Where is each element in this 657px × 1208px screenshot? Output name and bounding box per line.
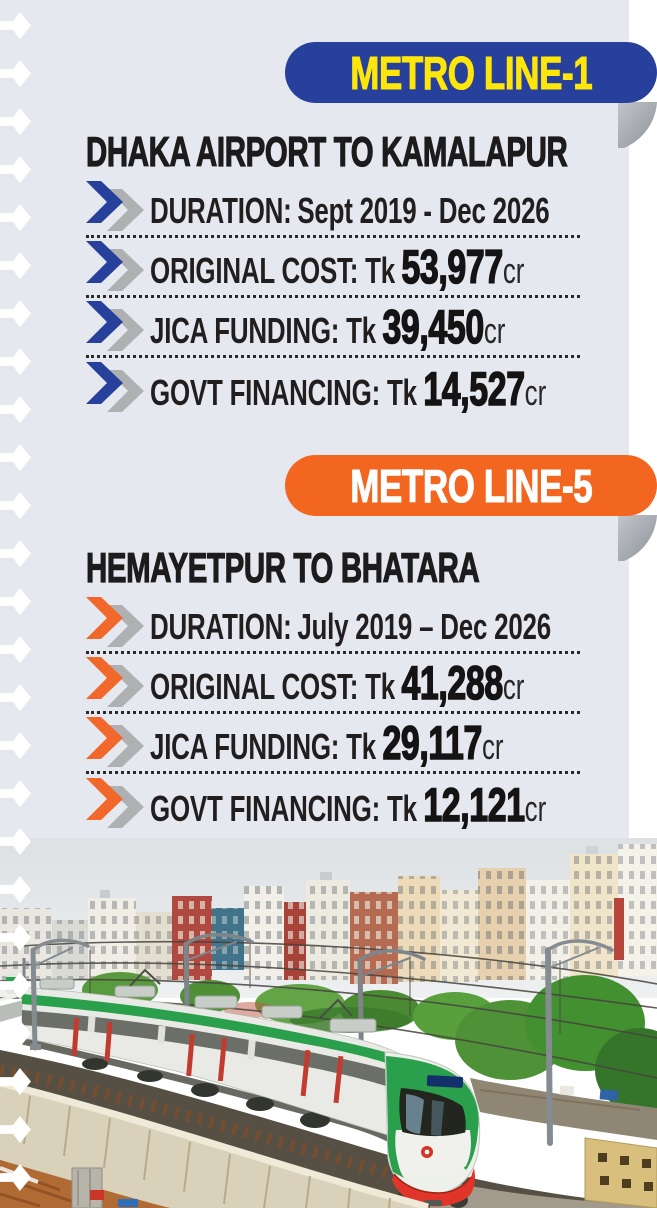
photo-train bbox=[21, 968, 481, 1208]
right-arrow-icon bbox=[0, 492, 31, 519]
right-arrow-icon bbox=[0, 924, 31, 951]
row-value: July 2019 – Dec 2026 bbox=[297, 606, 551, 647]
double-chevron-icon bbox=[86, 362, 148, 414]
metro-line-1-badge: METRO LINE-1 bbox=[285, 42, 657, 103]
route-title-line1: DHAKA AIRPORT TO KAMALAPUR bbox=[86, 128, 569, 175]
right-arrow-icon bbox=[0, 588, 31, 615]
row-amount: 12,121 bbox=[423, 777, 526, 832]
row-amount: 53,977 bbox=[401, 239, 504, 294]
row-unit: cr bbox=[524, 787, 547, 829]
row-label: GOVT FINANCING: Tk bbox=[150, 787, 417, 829]
right-arrow-icon bbox=[0, 684, 31, 711]
route-title-line5: HEMAYETPUR TO BHATARA bbox=[86, 544, 481, 591]
row-unit: cr bbox=[502, 666, 525, 707]
right-arrow-icon bbox=[0, 252, 31, 279]
row-label: JICA FUNDING: Tk bbox=[150, 726, 376, 767]
right-arrow-icon bbox=[0, 1116, 31, 1143]
double-chevron-icon bbox=[86, 596, 148, 649]
metro-line-5-badge: METRO LINE-5 bbox=[285, 455, 657, 516]
page-curl-bottom bbox=[618, 515, 657, 561]
right-arrow-icon bbox=[0, 1020, 31, 1047]
right-arrow-icon bbox=[0, 60, 31, 87]
right-arrow-icon bbox=[0, 1068, 31, 1095]
info-row: DURATION: July 2019 – Dec 2026 bbox=[86, 594, 580, 654]
row-amount: 14,527 bbox=[423, 361, 526, 416]
right-arrow-icon bbox=[0, 204, 31, 231]
badge-label: METRO LINE-1 bbox=[349, 46, 593, 99]
photo-skyline bbox=[0, 844, 657, 984]
info-row: JICA FUNDING: Tk 39,450cr bbox=[86, 298, 580, 358]
right-side-structures bbox=[470, 1078, 657, 1208]
info-row: JICA FUNDING: Tk 29,117cr bbox=[86, 714, 580, 774]
row-value: Sept 2019 - Dec 2026 bbox=[297, 190, 550, 231]
right-arrow-icon bbox=[0, 1164, 31, 1191]
row-label: ORIGINAL COST: Tk bbox=[150, 250, 395, 291]
row-amount: 29,117 bbox=[382, 715, 483, 770]
right-arrow-icon bbox=[0, 12, 31, 39]
row-amount: 39,450 bbox=[382, 299, 485, 354]
metro-train-photo bbox=[0, 838, 657, 1208]
info-row: DURATION: Sept 2019 - Dec 2026 bbox=[86, 178, 580, 238]
right-arrow-icon bbox=[0, 780, 31, 807]
info-panel-background bbox=[0, 0, 629, 846]
right-arrow-icon bbox=[0, 108, 31, 135]
row-label: GOVT FINANCING: Tk bbox=[150, 371, 417, 413]
double-chevron-icon bbox=[86, 716, 148, 769]
info-row: GOVT FINANCING: Tk 12,121cr bbox=[86, 774, 580, 834]
info-row: ORIGINAL COST: Tk 53,977cr bbox=[86, 238, 580, 298]
info-row: ORIGINAL COST: Tk 41,288cr bbox=[86, 654, 580, 714]
catenary-masts-front bbox=[30, 938, 614, 1146]
right-arrow-icon bbox=[0, 732, 31, 759]
right-arrow-icon bbox=[0, 444, 31, 471]
right-arrow-icon bbox=[0, 540, 31, 567]
right-arrow-icon bbox=[0, 972, 31, 999]
row-amount: 41,288 bbox=[401, 655, 504, 710]
row-label: DURATION: bbox=[150, 190, 292, 231]
right-arrow-icon bbox=[0, 300, 31, 327]
page-curl-top bbox=[618, 102, 657, 148]
train-head bbox=[384, 1051, 481, 1208]
row-unit: cr bbox=[481, 726, 504, 767]
row-unit: cr bbox=[524, 371, 547, 413]
right-arrow-icon bbox=[0, 828, 31, 855]
row-unit: cr bbox=[483, 310, 506, 351]
info-row: GOVT FINANCING: Tk 14,527cr bbox=[86, 358, 580, 418]
row-label: DURATION: bbox=[150, 606, 292, 647]
row-label: ORIGINAL COST: Tk bbox=[150, 666, 395, 707]
right-arrow-icon bbox=[0, 876, 31, 903]
badge-label: METRO LINE-5 bbox=[349, 459, 593, 512]
right-arrow-icon bbox=[0, 636, 31, 663]
row-unit: cr bbox=[502, 250, 525, 291]
double-chevron-icon bbox=[86, 300, 148, 353]
right-arrow-icon bbox=[0, 348, 31, 375]
row-label: JICA FUNDING: Tk bbox=[150, 310, 376, 351]
line1-facts: DURATION: Sept 2019 - Dec 2026 ORIGINAL C… bbox=[86, 178, 580, 418]
photo-viaduct bbox=[0, 1079, 430, 1208]
right-arrow-icon bbox=[0, 156, 31, 183]
right-arrow-icon bbox=[0, 396, 31, 423]
line5-facts: DURATION: July 2019 – Dec 2026 ORIGINAL C… bbox=[86, 594, 580, 834]
double-chevron-icon bbox=[86, 656, 148, 709]
double-chevron-icon bbox=[86, 180, 148, 233]
photo-foreground bbox=[0, 1160, 170, 1208]
left-arrow-strip bbox=[0, 12, 32, 1208]
double-chevron-icon bbox=[86, 240, 148, 293]
double-chevron-icon bbox=[86, 778, 148, 830]
